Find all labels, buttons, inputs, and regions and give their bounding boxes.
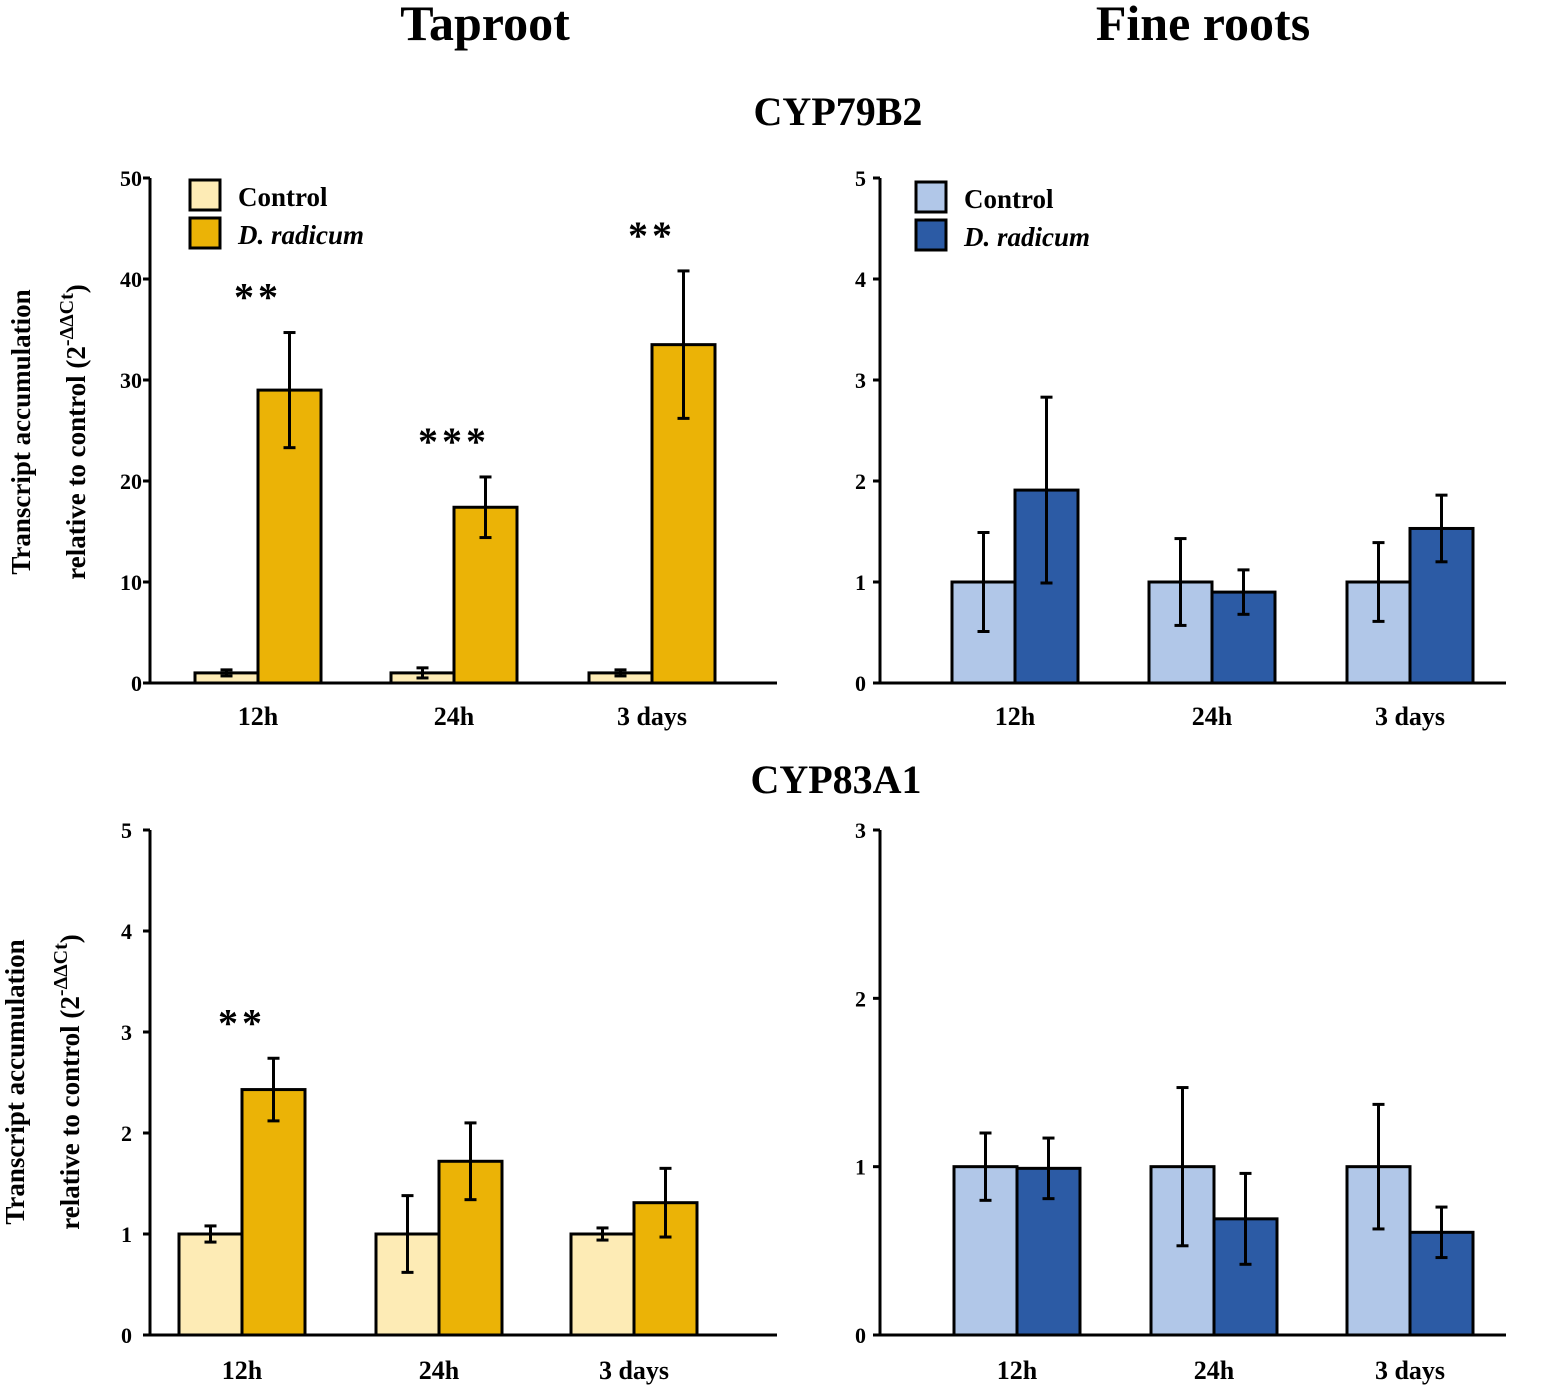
y-axis-label-close: ): [55, 934, 85, 943]
legend-label-control: Control: [238, 182, 328, 212]
y-tick-label: 3: [121, 1020, 132, 1045]
x-category-label: 12h: [238, 702, 279, 731]
x-category-label: 24h: [1192, 702, 1233, 731]
y-tick-label: 0: [121, 1323, 132, 1348]
x-category-label: 3 days: [1375, 1356, 1445, 1385]
legend-label-control: Control: [964, 184, 1054, 214]
y-tick-label: 5: [121, 818, 132, 843]
panel-fine-roots-cyp83a1: 0 1 2 3 12h 24h 3 days: [855, 818, 1506, 1385]
x-category-label: 3 days: [617, 702, 687, 731]
y-tick-label: 4: [121, 919, 132, 944]
y-axis-label-bottom: Transcript accumulation relative to cont…: [0, 934, 85, 1230]
significance-marker: **: [234, 275, 282, 320]
legend-swatch-control: [914, 180, 948, 214]
legend-swatch-d-radicum: [914, 218, 948, 252]
y-tick-label: 2: [855, 469, 866, 494]
y-tick-label: 30: [120, 368, 142, 393]
y-axis-label-text: relative to control (2: [61, 346, 91, 580]
significance-marker: **: [628, 213, 676, 258]
bar-control-3-days: [569, 1232, 636, 1337]
y-tick-label: 0: [131, 671, 142, 696]
gene-title-cyp83a1: CYP83A1: [750, 757, 921, 802]
legend-label-d-radicum: D. radicum: [237, 220, 364, 250]
significance-marker: ***: [418, 419, 490, 464]
y-tick-label: 3: [855, 368, 866, 393]
x-category-label: 3 days: [1375, 702, 1445, 731]
legend-swatch-d-radicum: [188, 216, 222, 250]
y-tick-label: 1: [121, 1222, 132, 1247]
x-category-label: 12h: [995, 702, 1036, 731]
x-category-label: 24h: [434, 702, 475, 731]
y-axis-label-text: relative to control (2: [55, 996, 85, 1230]
y-tick-label: 0: [855, 1323, 866, 1348]
taproot-column-title: Taproot: [400, 0, 570, 51]
bar-control-12h: [177, 1232, 244, 1337]
y-axis-label-line2: relative to control (2-ΔΔCt): [50, 934, 85, 1230]
bar-d-radicum-12h: [240, 1088, 307, 1337]
y-tick-label: 2: [855, 986, 866, 1011]
fine-roots-column-title: Fine roots: [1096, 0, 1310, 51]
y-axis-label-line1: Transcript accumulation: [6, 289, 36, 574]
bar-d-radicum-24h: [452, 505, 519, 685]
y-tick-label: 20: [120, 469, 142, 494]
y-axis-label-top: Transcript accumulation relative to cont…: [6, 284, 91, 580]
gene-title-cyp79b2: CYP79B2: [754, 89, 923, 134]
x-category-label: 12h: [222, 1356, 263, 1385]
x-category-label: 24h: [1194, 1356, 1235, 1385]
x-category-label: 3 days: [599, 1356, 669, 1385]
legend-swatch-control: [188, 178, 222, 212]
y-axis-label-line2: relative to control (2-ΔΔCt): [56, 284, 91, 580]
y-axis-label-line1: Transcript accumulation: [0, 939, 30, 1224]
legend-label-d-radicum: D. radicum: [963, 222, 1090, 252]
y-tick-label: 1: [855, 570, 866, 595]
y-axis-label-close: ): [61, 284, 91, 293]
y-axis-label-superscript: -ΔΔCt: [56, 293, 78, 346]
x-category-label: 12h: [997, 1356, 1038, 1385]
y-tick-label: 10: [120, 570, 142, 595]
y-tick-label: 4: [855, 267, 866, 292]
y-tick-label: 2: [121, 1121, 132, 1146]
y-tick-label: 3: [855, 818, 866, 843]
significance-marker: **: [218, 1000, 266, 1045]
panel-fine-roots-cyp79b2: 0 1 2 3 4 5 12h 24h 3 days Control D. radicum: [855, 166, 1506, 731]
y-tick-label: 40: [120, 267, 142, 292]
y-axis-label-superscript: -ΔΔCt: [50, 943, 72, 996]
y-tick-label: 5: [855, 166, 866, 191]
y-tick-label: 0: [855, 671, 866, 696]
y-tick-label: 50: [120, 166, 142, 191]
y-tick-label: 1: [855, 1155, 866, 1180]
panel-taproot-cyp83a1: 0 1 2 3 4 5 12h ** 24h 3 days: [121, 818, 777, 1385]
x-category-label: 24h: [419, 1356, 460, 1385]
panel-taproot-cyp79b2: 0 10 20 30 40 50 12h ** 24h *** 3 days ** Control D. …: [120, 166, 777, 731]
